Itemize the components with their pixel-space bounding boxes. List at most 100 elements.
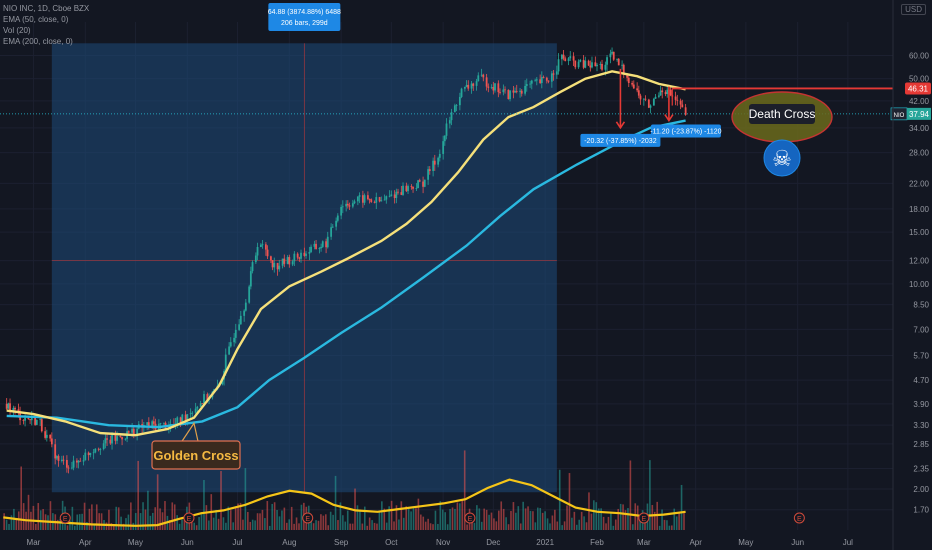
volume-bar — [108, 509, 110, 530]
volume-bar — [519, 523, 522, 530]
volume-bar — [510, 510, 512, 530]
candle-body — [77, 460, 80, 463]
candle-body — [393, 194, 396, 198]
volume-bar — [86, 521, 88, 530]
volume-bar — [671, 525, 673, 530]
x-tick-label: Jul — [232, 538, 242, 547]
x-axis[interactable]: Mar Apr May Jun Jul Aug Sep Oct Nov Dec 2021 Feb Mar… — [27, 538, 854, 547]
candle-body — [109, 439, 112, 444]
volume-bar — [234, 506, 237, 530]
candle-body — [60, 459, 63, 461]
volume-bar — [181, 519, 183, 530]
volume-bar — [495, 521, 498, 530]
candle-body — [579, 59, 582, 62]
volume-bar — [561, 525, 563, 530]
candle-body — [39, 419, 42, 421]
volume-bar — [395, 505, 398, 530]
volume-bar — [49, 501, 52, 530]
y-tick-label: 50.00 — [909, 75, 930, 84]
volume-bar — [169, 519, 171, 530]
candle-body — [539, 79, 542, 84]
volume-bar — [402, 517, 405, 530]
volume-bar — [429, 523, 432, 530]
candle-body — [300, 252, 302, 259]
volume-bar — [42, 509, 44, 530]
candle-body — [460, 88, 463, 97]
volume-bar — [619, 503, 622, 530]
candle-body — [669, 89, 672, 96]
candle-body — [410, 186, 413, 187]
volume-bar — [69, 520, 71, 530]
candle-body — [621, 64, 623, 66]
volume-bar — [568, 473, 571, 530]
earnings-marker — [464, 512, 476, 524]
candle-body — [54, 444, 57, 459]
candle-body — [336, 215, 339, 221]
candle-body — [49, 434, 52, 439]
candle-body — [519, 90, 521, 92]
currency-label[interactable]: USD — [901, 4, 926, 15]
volume-bar — [247, 511, 249, 530]
y-axis[interactable]: 60.00 50.00 42.00 34.00 28.00 22.00 18.00 15.00… — [892, 0, 930, 550]
candle-body — [261, 244, 264, 246]
volume-bar — [610, 512, 612, 530]
candle-body — [22, 420, 25, 421]
volume-bar — [91, 504, 93, 530]
volume-bar — [176, 515, 178, 530]
candle-body — [176, 417, 179, 424]
volume-bar — [585, 522, 588, 530]
legend-ema200[interactable]: EMA (200, close, 0) — [3, 37, 73, 46]
candle-body — [390, 194, 393, 196]
candle-body — [507, 89, 510, 100]
volume-bar — [551, 515, 554, 530]
legend-symbol[interactable]: NIO INC, 1D, Cboe BZX — [3, 4, 90, 13]
candle-body — [40, 419, 43, 432]
candle-body — [601, 63, 603, 70]
candle-body — [256, 246, 259, 256]
measure-box-label-line1: 64.88 (3874.88%) 6488 — [268, 9, 341, 16]
volume-bar — [249, 521, 252, 530]
candle-body — [44, 431, 47, 438]
volume-bar — [636, 505, 639, 530]
volume-bar — [578, 519, 581, 530]
candle-body — [636, 88, 639, 91]
candle-body — [248, 286, 251, 303]
candle-body — [534, 80, 537, 82]
measure-box-label-line2: 206 bars, 299d — [281, 20, 328, 27]
legend-ema50[interactable]: EMA (50, close, 0) — [3, 15, 69, 24]
volume-bar — [208, 520, 210, 530]
volume-bar — [563, 521, 566, 530]
candle-body — [550, 73, 553, 82]
candle-body — [649, 105, 652, 108]
volume-bar — [673, 508, 676, 530]
candle-body — [494, 83, 496, 91]
candle-body — [315, 243, 317, 250]
candle-body — [320, 246, 322, 249]
candle-body — [562, 54, 565, 59]
volume-bar — [76, 514, 79, 530]
y-tick-label: 18.00 — [909, 205, 930, 214]
volume-bar — [232, 522, 234, 530]
candle-body — [291, 261, 294, 265]
last-price-label: 37.94 — [909, 110, 930, 119]
volume-bar — [463, 450, 466, 530]
volume-bar — [390, 500, 393, 530]
candle-body — [509, 90, 511, 100]
volume-bar — [593, 500, 595, 530]
y-tick-label: 2.85 — [913, 440, 929, 449]
y-tick-label: 3.90 — [913, 400, 929, 409]
candle-body — [84, 452, 87, 461]
volume-bar — [622, 504, 624, 530]
candle-body — [465, 84, 468, 87]
drop-arrow-head — [664, 114, 674, 123]
candle-body — [542, 77, 545, 78]
volume-bar — [522, 501, 524, 530]
candle-body — [443, 135, 446, 142]
candle-body — [617, 58, 620, 66]
volume-bar — [505, 517, 507, 530]
candle-body — [99, 449, 102, 450]
volume-bar — [8, 523, 10, 530]
legend-volume[interactable]: Vol (20) — [3, 26, 31, 35]
candle-body — [525, 84, 528, 86]
